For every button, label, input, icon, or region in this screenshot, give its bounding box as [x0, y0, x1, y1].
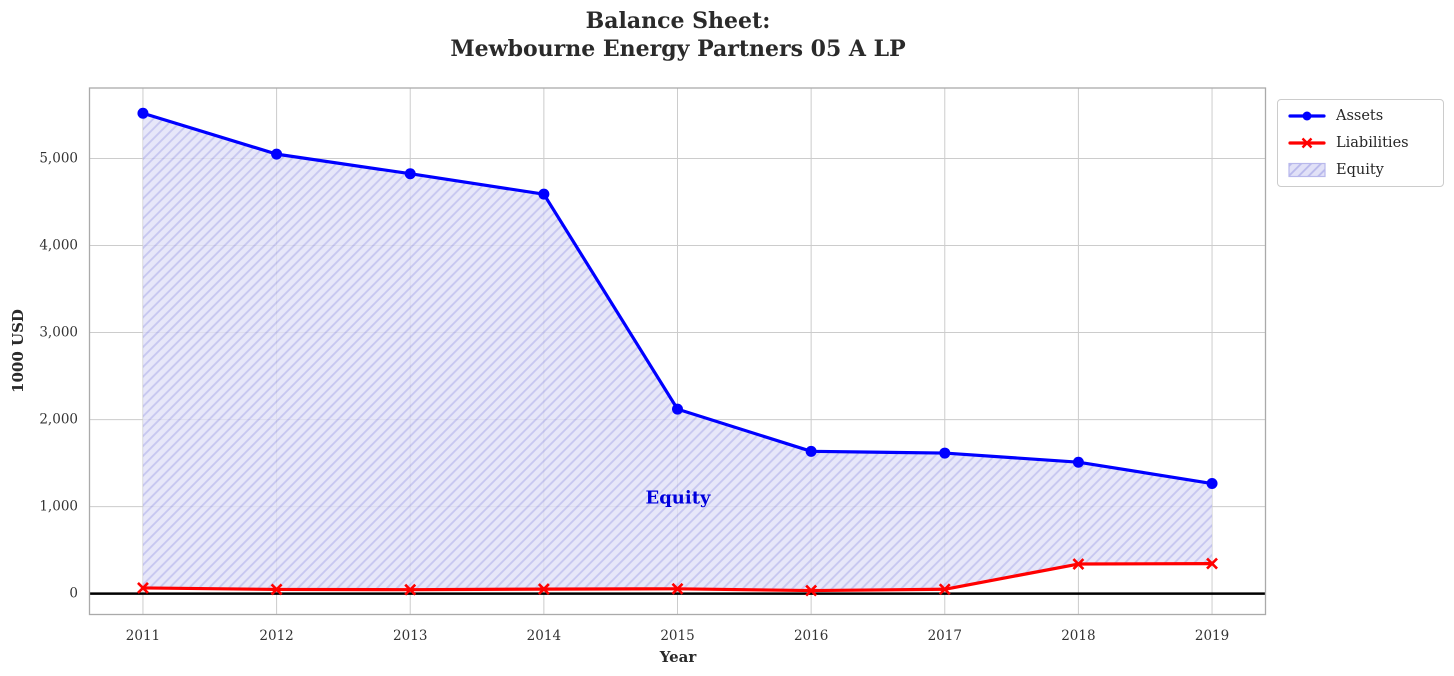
- x-tick-label-2013: 2013: [393, 628, 427, 644]
- y-tick-label-1000: 1,000: [39, 499, 78, 515]
- x-tick-label-2019: 2019: [1195, 628, 1229, 644]
- assets-marker-2013: [404, 168, 416, 180]
- legend-label-liabilities: Liabilities: [1336, 135, 1409, 151]
- x-tick-label-2017: 2017: [928, 628, 962, 644]
- liabilities-marker-2019: [1206, 557, 1218, 570]
- y-tick-label-2000: 2,000: [39, 412, 78, 428]
- x-tick-label-2016: 2016: [794, 628, 828, 644]
- y-tick-label-0: 0: [69, 586, 78, 602]
- equity-area: [142, 113, 1213, 591]
- x-tick-label-2012: 2012: [259, 628, 293, 644]
- assets-marker-2019: [1206, 478, 1218, 490]
- x-tick-label-2011: 2011: [126, 628, 160, 644]
- liabilities-marker-2011: [137, 582, 149, 594]
- liabilities-line-swatch-icon: [1288, 135, 1326, 151]
- x-tick-label-2015: 2015: [660, 628, 694, 644]
- legend-item-liabilities: Liabilities: [1288, 135, 1433, 151]
- liabilities-marker-2015: [671, 582, 684, 595]
- assets-marker-2018: [1072, 456, 1084, 468]
- assets-marker-2012: [271, 148, 283, 160]
- x-tick-label-2014: 2014: [527, 628, 561, 644]
- axes-frame: [88, 87, 1267, 616]
- legend-item-assets: Assets: [1288, 108, 1433, 124]
- assets-marker-2014: [538, 188, 550, 200]
- legend-item-equity: Equity: [1288, 162, 1433, 178]
- y-tick-label-5000: 5,000: [39, 150, 78, 166]
- equity-area-annotation: Equity: [645, 487, 711, 509]
- liabilities-marker-2014: [537, 583, 550, 596]
- y-tick-label-3000: 3,000: [39, 325, 78, 341]
- y-axis-label: 1000 USD: [9, 309, 27, 393]
- liabilities-marker-2012: [270, 583, 283, 596]
- assets-marker-2011: [137, 107, 149, 119]
- liabilities-marker-2018: [1072, 558, 1085, 570]
- assets-marker-2017: [939, 447, 951, 459]
- liabilities-marker-2017: [938, 583, 951, 596]
- liabilities-marker-2013: [404, 583, 417, 596]
- y-tick-label-4000: 4,000: [39, 238, 78, 254]
- legend: Assets Liabilities Equity: [1277, 99, 1444, 187]
- x-tick-label-2018: 2018: [1061, 628, 1095, 644]
- assets-line-swatch-icon: [1288, 108, 1326, 124]
- legend-label-equity: Equity: [1336, 162, 1384, 178]
- chart-title: Balance Sheet: Mewbourne Energy Partners…: [450, 8, 906, 63]
- assets-marker-2016: [805, 445, 817, 457]
- liabilities-marker-2016: [805, 584, 818, 597]
- equity-hatch-swatch-icon: [1288, 162, 1326, 178]
- x-axis-label: Year: [659, 648, 697, 666]
- legend-label-assets: Assets: [1336, 108, 1384, 124]
- assets-marker-2015: [672, 403, 683, 415]
